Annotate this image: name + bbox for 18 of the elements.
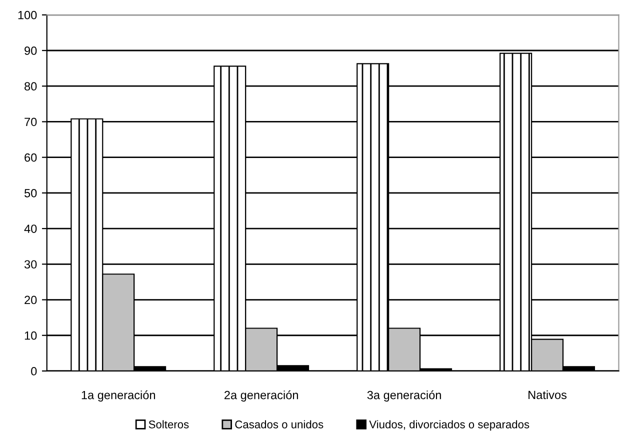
y-tick-label: 70 [24,118,37,126]
y-tick-label: 30 [24,260,37,269]
legend-label: Casados o unidos [235,420,324,428]
legend-label: Solteros [148,420,189,428]
y-tick-label: 60 [24,153,37,162]
y-tick-label: 40 [24,224,37,233]
y-tick-label: 50 [24,188,37,198]
y-tick-label: 0 [31,367,37,376]
y-tick-label: 90 [24,46,37,55]
x-tick-label: 1a generación [82,390,156,402]
legend-label: Viudos, divorciados o separados [369,420,530,431]
y-tick-label: 80 [24,82,37,91]
y-tick-label: 10 [24,331,37,340]
x-tick-label: Nativos [528,390,567,400]
x-tick-label: 2a generación [224,390,298,402]
x-tick-label: 3a generación [367,390,441,402]
y-tick-label: 100 [18,10,37,20]
y-tick-label: 20 [24,296,37,304]
